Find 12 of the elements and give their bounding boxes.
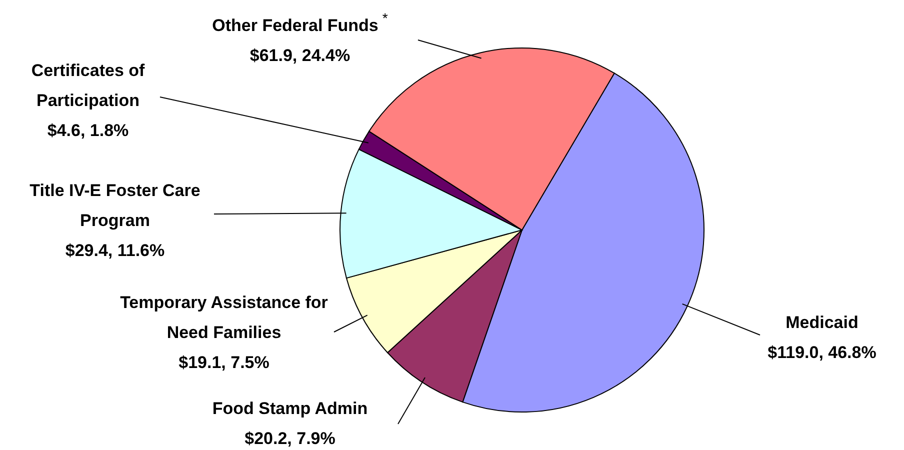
slice-label: Other Federal Funds$^{*}$ [212, 10, 388, 35]
data-label: $119.0, 46.8% [768, 343, 876, 362]
slice-label: Title IV-E Foster Care Program [30, 181, 200, 230]
data-label: $29.4, 11.6% [65, 241, 165, 260]
data-label: $4.6, 1.8% [47, 121, 129, 140]
slice-label: Certificates of Participation [31, 61, 146, 110]
slice-label: Temporary Assistance for Need Families [120, 293, 328, 342]
data-label: $61.9, 24.4% [250, 46, 350, 65]
slice-label: Medicaid [786, 313, 858, 332]
data-label: $19.1, 7.5% [178, 353, 270, 372]
data-label: $20.2, 7.9% [244, 429, 336, 448]
slice-label: Food Stamp Admin [212, 399, 368, 418]
